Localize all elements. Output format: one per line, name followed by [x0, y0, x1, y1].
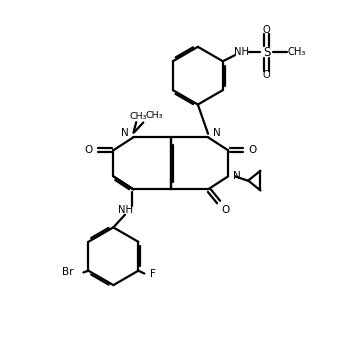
- Text: O: O: [262, 25, 270, 34]
- Text: O: O: [249, 145, 257, 155]
- Text: NH: NH: [234, 48, 249, 57]
- Text: O: O: [262, 70, 270, 80]
- Text: NH: NH: [118, 206, 133, 215]
- Text: O: O: [84, 145, 93, 155]
- Text: S: S: [263, 46, 270, 59]
- Text: F: F: [150, 269, 155, 278]
- Text: CH₃: CH₃: [129, 112, 147, 121]
- Text: N: N: [233, 171, 241, 181]
- Text: O: O: [222, 205, 230, 215]
- Text: Br: Br: [62, 268, 74, 277]
- Text: N: N: [121, 128, 129, 138]
- Text: CH₃: CH₃: [146, 111, 163, 120]
- Text: N: N: [213, 128, 220, 138]
- Text: CH₃: CH₃: [287, 48, 306, 57]
